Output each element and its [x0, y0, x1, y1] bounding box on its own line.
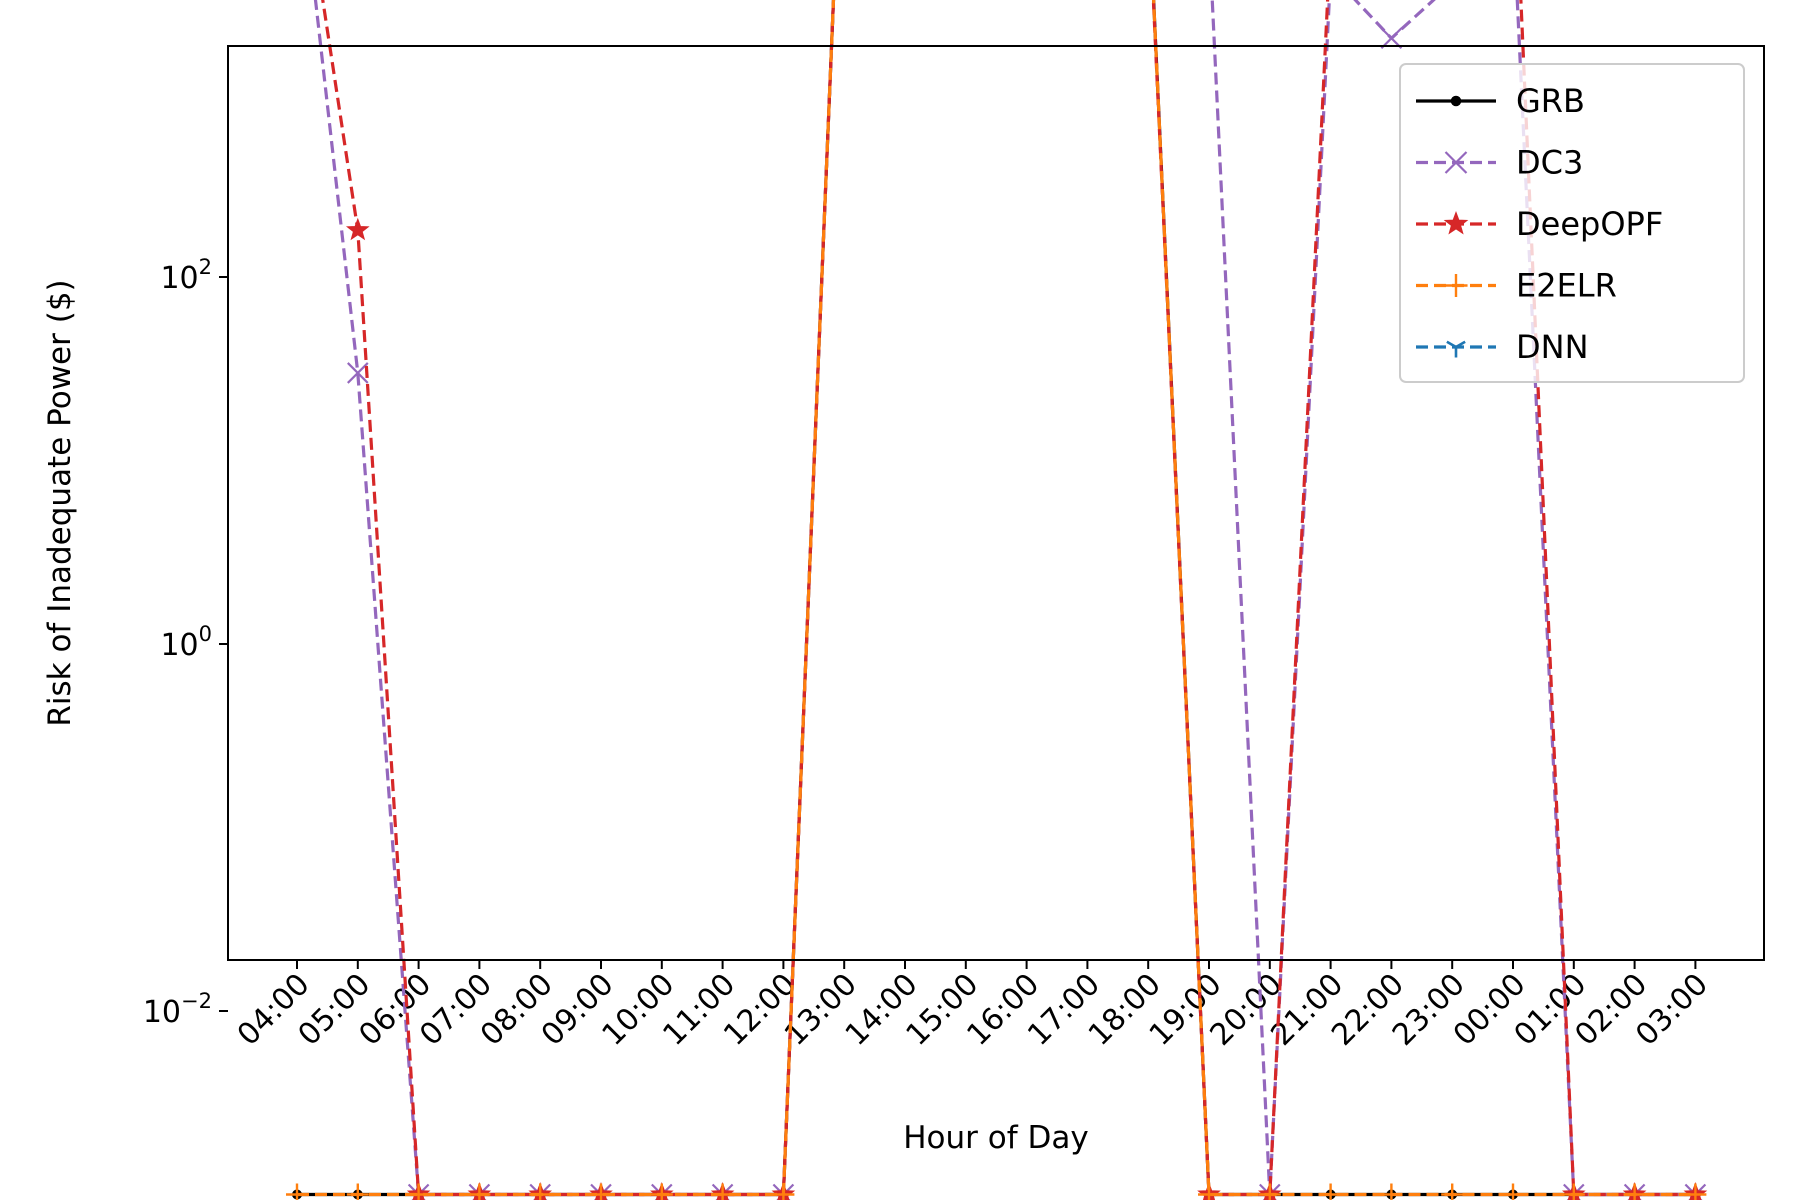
y-tick-label: 102 — [160, 255, 212, 296]
data-point — [1444, 151, 1468, 174]
legend-item-dc3: DC3 — [1416, 144, 1583, 182]
y-tick-base: 10 — [160, 628, 198, 663]
data-point — [1380, 27, 1403, 50]
series-layer — [286, 0, 1708, 1200]
data-point — [529, 1183, 552, 1200]
y-tick-label: 100 — [160, 622, 212, 663]
data-point — [711, 1183, 734, 1200]
data-point — [1684, 1183, 1707, 1200]
data-point — [1441, 1183, 1464, 1200]
legend-item-e2elr: E2ELR — [1416, 267, 1617, 305]
data-point — [1443, 211, 1469, 235]
plot-frame — [227, 45, 1765, 961]
legend-item-grb: GRB — [1416, 82, 1585, 120]
data-point — [1623, 1183, 1646, 1200]
data-point — [1380, 1183, 1403, 1200]
y-axis-ticks: 10−2100102104106 — [143, 255, 228, 1030]
y-tick-label: 10−2 — [143, 989, 212, 1030]
data-point — [347, 362, 369, 384]
data-point — [345, 217, 370, 241]
y-tick-base: 10 — [143, 995, 181, 1030]
data-point — [1258, 1183, 1281, 1200]
legend-label: DC3 — [1516, 144, 1583, 182]
data-point — [407, 1183, 430, 1200]
data-point — [650, 1183, 673, 1200]
y-tick-exponent: 2 — [199, 255, 212, 279]
data-point — [772, 1183, 795, 1200]
data-point — [1502, 1183, 1524, 1200]
legend-label: DNN — [1516, 328, 1589, 366]
y-tick-exponent: 0 — [199, 622, 212, 646]
legend-box — [1399, 63, 1745, 383]
y-tick-base: 10 — [160, 261, 198, 296]
data-point — [1319, 1183, 1342, 1200]
data-point — [1198, 1183, 1220, 1200]
legend-item-deepopf: DeepOPF — [1416, 205, 1663, 243]
y-tick-exponent: −2 — [181, 989, 212, 1013]
x-axis-ticks: 04:0005:0006:0007:0008:0009:0010:0011:00… — [231, 960, 1715, 1053]
data-point — [590, 1183, 612, 1200]
data-point — [346, 1183, 369, 1200]
legend-label: DeepOPF — [1516, 205, 1663, 243]
legend-label: GRB — [1516, 82, 1585, 120]
data-point — [468, 1183, 491, 1200]
y-axis-title: Risk of Inadequate Power ($) — [42, 279, 78, 726]
legend: GRB DC3 DeepOPF E2ELR DNN — [1399, 63, 1745, 383]
data-point — [1450, 95, 1462, 107]
legend-label: E2ELR — [1516, 267, 1617, 305]
legend-item-dnn: DNN — [1416, 328, 1589, 366]
data-point — [1446, 340, 1466, 358]
data-point — [286, 1183, 308, 1200]
data-point — [1562, 1183, 1585, 1200]
x-axis-title: Hour of Day — [903, 1120, 1088, 1156]
data-point — [1444, 273, 1468, 298]
series-e2elr — [286, 0, 1707, 1200]
